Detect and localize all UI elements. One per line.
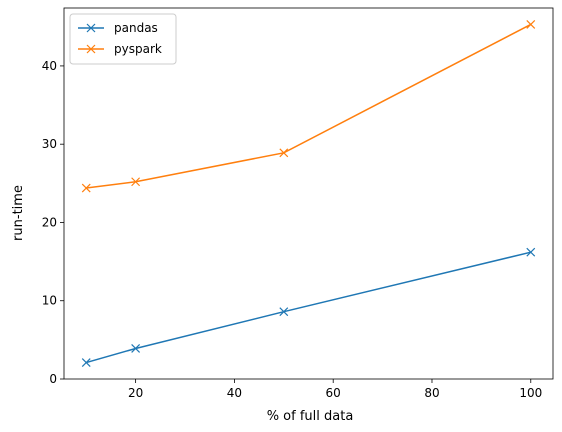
legend: pandas pyspark [69,13,177,65]
legend-item-pyspark: pyspark [78,42,162,56]
x-marker-stroke [81,358,91,367]
plot-area: 20 40 60 80 100 0 10 20 30 40 pandas pyspark [42,7,554,400]
y-tick-label: 30 [42,137,57,151]
plot-frame [63,7,554,380]
data-point-pyspark [81,183,91,193]
x-marker-stroke [526,247,536,257]
y-tick-label: 20 [42,215,57,229]
y-tick-label: 10 [42,294,57,308]
data-point-pyspark [526,20,536,29]
x-marker-stroke [131,177,141,187]
legend-box [69,13,177,65]
x-tick-label: 40 [227,386,242,400]
legend-item-pandas: pandas [78,21,158,35]
y-axis-label: run-time [11,185,26,241]
x-tick-label: 100 [519,386,542,400]
x-marker-stroke [81,183,91,193]
x-marker-stroke [526,20,536,29]
x-tick-label: 20 [128,386,143,400]
x-marker-stroke [279,148,289,158]
y-tick-label: 40 [42,59,57,73]
data-point-pyspark [131,177,141,187]
data-point-pyspark [279,148,289,158]
series-line-pyspark [86,23,532,189]
legend-marker [86,23,96,33]
x-marker-stroke [279,307,289,317]
legend-marker [86,44,96,54]
x-marker-stroke [131,344,141,353]
x-tick-label: 80 [424,386,439,400]
x-tick-label: 60 [326,386,341,400]
data-point-pandas [81,358,91,367]
data-point-pandas [526,247,536,257]
data-point-pandas [131,344,141,353]
y-tick-label: 0 [49,372,57,386]
legend-label: pandas [114,21,158,35]
legend-label: pyspark [114,42,162,56]
data-point-pandas [279,307,289,317]
series-line-pandas [86,251,531,364]
x-axis-label: % of full data [267,409,354,424]
